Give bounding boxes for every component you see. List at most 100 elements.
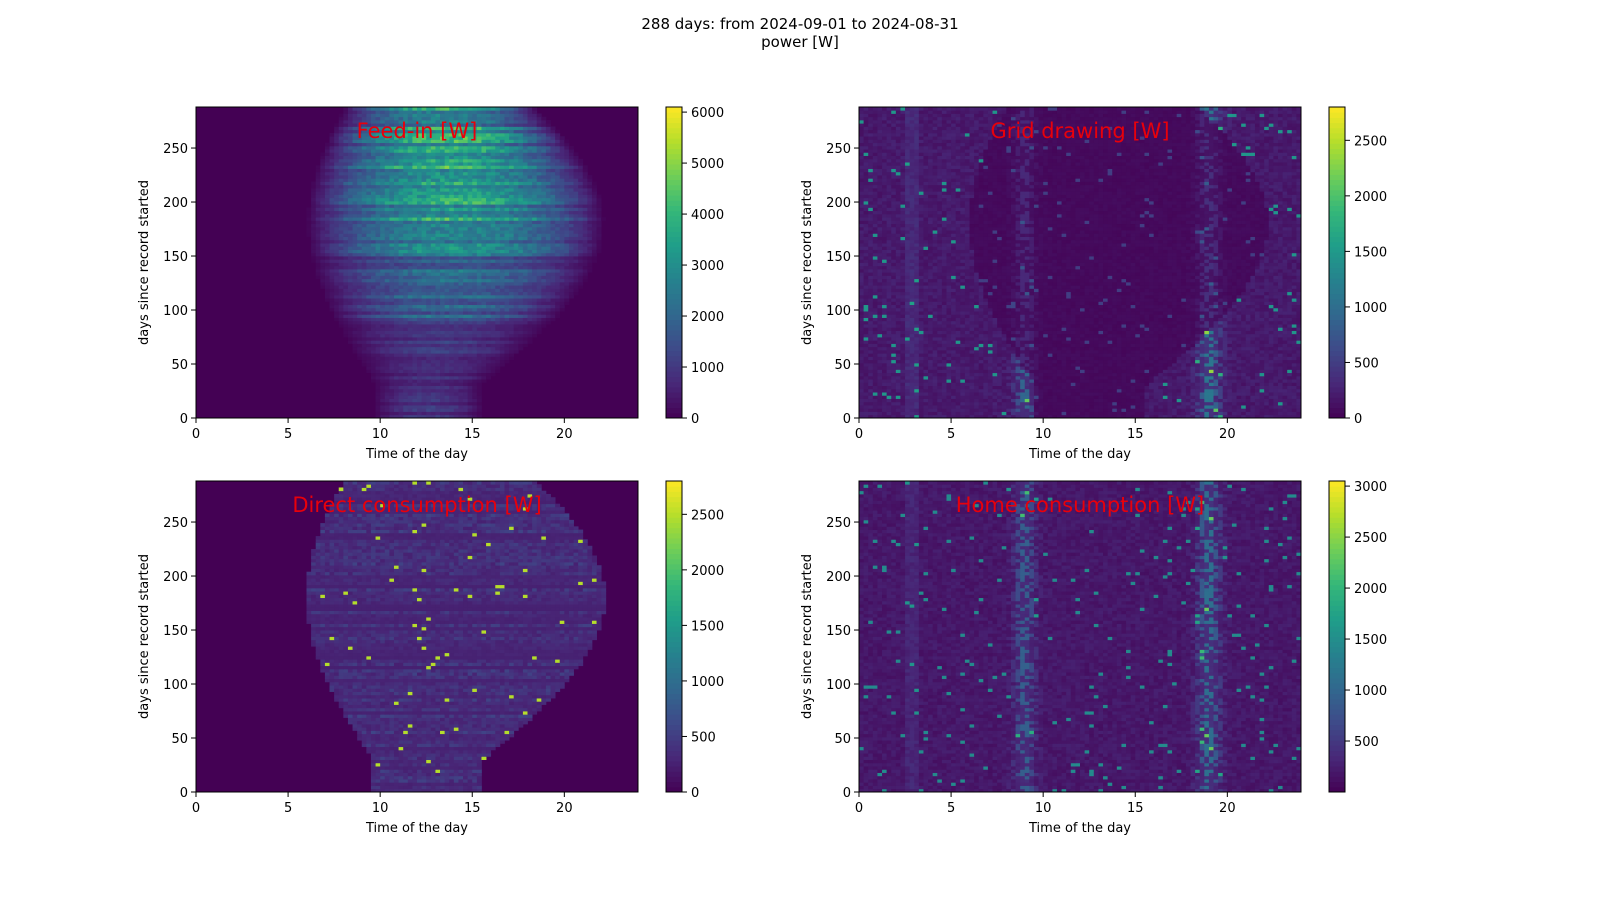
heatmap-cell [347, 252, 353, 257]
heatmap-cell [407, 113, 413, 118]
heatmap-cell [375, 414, 381, 419]
heatmap-cell [375, 149, 381, 153]
heatmap-cell [370, 307, 376, 312]
heatmap-cell [509, 116, 515, 121]
heatmap-cell [324, 171, 330, 176]
heatmap-cell [403, 200, 409, 205]
heatmap-cell [467, 372, 473, 377]
heatmap-cell [403, 327, 409, 331]
heatmap-cell [380, 126, 386, 131]
heatmap-cell [522, 142, 528, 147]
heatmap-cell [481, 268, 487, 273]
heatmap-cell [393, 359, 399, 364]
heatmap-cell [495, 217, 501, 221]
heatmap-cell [320, 249, 326, 254]
heatmap-cell [329, 243, 335, 247]
heatmap-cell [375, 217, 381, 221]
heatmap-cell [495, 256, 501, 260]
heatmap-cell [343, 230, 349, 234]
heatmap-cell [1098, 411, 1104, 416]
heatmap-cell [375, 311, 381, 315]
heatmap-cell [486, 294, 492, 299]
heatmap-cell [343, 184, 349, 189]
heatmap-cell [463, 414, 469, 419]
heatmap-cell [421, 162, 427, 166]
heatmap-cell [398, 207, 404, 212]
heatmap-cell [366, 301, 372, 306]
heatmap-cell [509, 107, 515, 111]
heatmap-cell [481, 149, 487, 153]
heatmap-cell [393, 171, 399, 176]
heatmap-cell [532, 123, 538, 127]
heatmap-cell [412, 200, 418, 205]
heatmap-cell [532, 226, 538, 231]
heatmap-cell [495, 197, 501, 202]
heatmap-cell [384, 184, 390, 189]
heatmap-cell [306, 217, 312, 221]
heatmap-cell [444, 304, 450, 309]
heatmap-cell [398, 272, 404, 276]
heatmap-cell [453, 142, 459, 147]
heatmap-cell [518, 298, 524, 302]
heatmap-cell [449, 239, 455, 244]
heatmap-cell [495, 162, 501, 166]
heatmap-cell [587, 175, 593, 179]
heatmap-cell [343, 236, 349, 241]
heatmap-cell [357, 200, 363, 205]
heatmap-cell [582, 178, 588, 182]
heatmap-cell [384, 311, 390, 315]
heatmap-cell [467, 217, 473, 221]
heatmap-cell [449, 401, 455, 406]
heatmap-cell [370, 359, 376, 364]
heatmap-cell [407, 298, 413, 302]
heatmap-cell [536, 123, 542, 127]
heatmap-cell [463, 388, 469, 393]
heatmap-cell [403, 343, 409, 348]
heatmap-cell [338, 314, 344, 318]
heatmap-cell [389, 401, 395, 406]
heatmap-cell [504, 107, 510, 111]
heatmap-cell [495, 243, 501, 247]
heatmap-cell [366, 110, 372, 114]
heatmap-cell [559, 168, 565, 173]
heatmap-cell [430, 298, 436, 302]
heatmap-cell [449, 139, 455, 144]
heatmap-cell [504, 239, 510, 244]
heatmap-cell [449, 207, 455, 212]
heatmap-cell [532, 113, 538, 118]
heatmap-cell [380, 359, 386, 364]
heatmap-cell [513, 136, 519, 140]
heatmap-cell [555, 259, 561, 263]
heatmap-cell [430, 349, 436, 354]
heatmap-cell [522, 226, 528, 231]
heatmap-cell [375, 181, 381, 186]
heatmap-cell [444, 119, 450, 124]
heatmap-cell [541, 191, 547, 195]
heatmap-cell [343, 249, 349, 254]
heatmap-cell [458, 307, 464, 312]
heatmap-cell [449, 375, 455, 380]
heatmap-cell [334, 256, 340, 260]
heatmap-cell [486, 123, 492, 127]
heatmap-cell [426, 262, 432, 267]
heatmap-cell [375, 243, 381, 247]
heatmap-cell [334, 223, 340, 228]
heatmap-cell [490, 278, 496, 283]
heatmap-cell [481, 372, 487, 377]
heatmap-cell [334, 230, 340, 234]
heatmap-cell [472, 171, 478, 176]
heatmap-cell [1010, 411, 1016, 416]
heatmap-cell [481, 168, 487, 173]
heatmap-cell [430, 116, 436, 121]
heatmap-cell [513, 194, 519, 199]
heatmap-cell [591, 191, 597, 195]
heatmap-cell [412, 401, 418, 406]
heatmap-cell [509, 178, 515, 182]
heatmap-cell [591, 259, 597, 263]
heatmap-cell [486, 113, 492, 118]
heatmap-cell [499, 233, 505, 237]
heatmap-cell [407, 301, 413, 306]
heatmap-cell [541, 272, 547, 276]
heatmap-cell [347, 107, 353, 111]
heatmap-cell [315, 262, 321, 267]
